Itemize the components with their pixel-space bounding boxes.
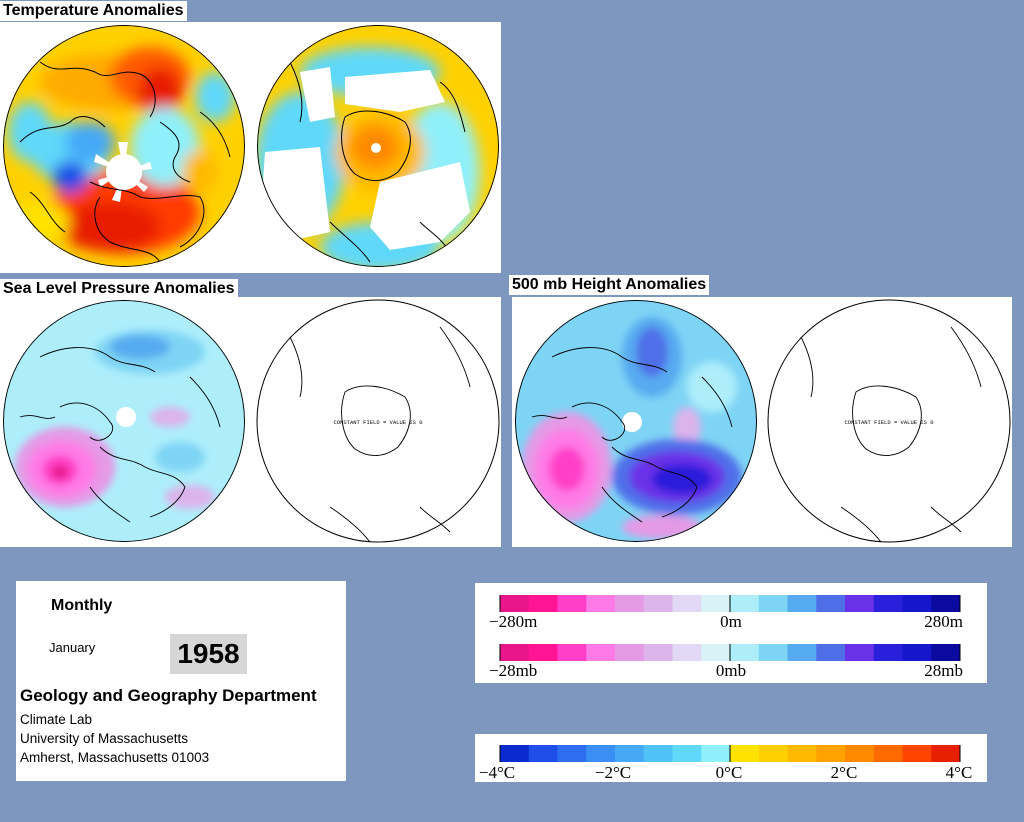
temperature-colorbar-swatch — [615, 745, 645, 762]
pressure-colorbar — [499, 644, 961, 661]
pressure-colorbar-swatch — [528, 644, 558, 661]
pressure-colorbar-swatch — [730, 644, 760, 661]
temperature-label-plus4: 4°C — [946, 763, 973, 782]
pressure-colorbar-swatch — [500, 644, 530, 661]
sea-level-pressure-title: Sea Level Pressure Anomalies — [0, 279, 238, 299]
temperature-colorbar-swatch — [931, 745, 961, 762]
info-box: Monthly January 1958 Geology and Geograp… — [16, 581, 346, 781]
temperature-maps-panel — [0, 22, 501, 273]
height-colorbar-swatch — [931, 595, 961, 612]
height-colorbar-swatch — [873, 595, 903, 612]
slp-northern-hemisphere-map — [3, 300, 245, 542]
height-colorbar-swatch — [528, 595, 558, 612]
height-pressure-legend: −280m 0m 280m −28mb 0mb 28mb — [475, 583, 987, 683]
temperature-label-minus2: −2°C — [595, 763, 631, 782]
pressure-colorbar-swatch — [902, 644, 932, 661]
height-label-max: 280m — [924, 612, 963, 631]
temperature-colorbar-swatch — [586, 745, 616, 762]
height-colorbar-swatch — [615, 595, 645, 612]
pressure-colorbar-swatch — [845, 644, 875, 661]
year-label: 1958 — [170, 634, 247, 674]
height-anomalies-title: 500 mb Height Anomalies — [509, 275, 710, 295]
height-colorbar-swatch — [672, 595, 702, 612]
temperature-label-minus4: −4°C — [479, 763, 515, 782]
height-constant-field-label: CONSTANT FIELD = VALUE IS 0 — [844, 419, 933, 426]
pressure-colorbar-swatch — [758, 644, 788, 661]
slp-southern-hemisphere-map: CONSTANT FIELD = VALUE IS 0 — [256, 299, 500, 543]
address-line: Amherst, Massachusetts 01003 — [20, 750, 210, 765]
height-colorbar-swatch — [557, 595, 587, 612]
pressure-colorbar-swatch — [557, 644, 587, 661]
sea-level-pressure-maps-panel: CONSTANT FIELD = VALUE IS 0 — [0, 297, 501, 547]
slp-constant-field-label: CONSTANT FIELD = VALUE IS 0 — [333, 419, 422, 426]
temperature-northern-hemisphere-map — [3, 25, 245, 267]
temperature-colorbar-swatch — [528, 745, 558, 762]
pressure-colorbar-swatch — [787, 644, 817, 661]
pressure-colorbar-swatch — [701, 644, 731, 661]
pressure-colorbar-swatch — [643, 644, 673, 661]
temperature-colorbar-swatch — [902, 745, 932, 762]
university-name: University of Massachusetts — [20, 731, 189, 746]
height-colorbar-swatch — [758, 595, 788, 612]
height-colorbar-swatch — [902, 595, 932, 612]
temperature-colorbar-swatch — [643, 745, 673, 762]
temperature-colorbar-swatch — [787, 745, 817, 762]
height-colorbar-swatch — [816, 595, 846, 612]
temperature-colorbar-swatch — [758, 745, 788, 762]
height-label-zero: 0m — [720, 612, 742, 631]
pressure-colorbar-swatch — [873, 644, 903, 661]
height-label-min: −280m — [489, 612, 537, 631]
temperature-label-zero: 0°C — [716, 763, 743, 782]
pressure-label-zero: 0mb — [716, 661, 746, 680]
temperature-colorbar-swatch — [816, 745, 846, 762]
height-colorbar-swatch — [787, 595, 817, 612]
height-colorbar-swatch — [701, 595, 731, 612]
temperature-legend: −4°C −2°C 0°C 2°C 4°C — [475, 734, 987, 782]
period-label: Monthly — [51, 597, 113, 614]
height-colorbar-swatch — [845, 595, 875, 612]
height-southern-hemisphere-map: CONSTANT FIELD = VALUE IS 0 — [767, 299, 1011, 543]
height-colorbar — [499, 595, 961, 612]
temperature-anomalies-title: Temperature Anomalies — [0, 1, 187, 21]
temperature-southern-hemisphere-map — [257, 25, 499, 267]
temperature-label-plus2: 2°C — [831, 763, 858, 782]
temperature-colorbar-swatch — [873, 745, 903, 762]
height-northern-hemisphere-map — [515, 300, 757, 542]
temperature-colorbar-swatch — [500, 745, 530, 762]
temperature-colorbar-swatch — [730, 745, 760, 762]
pressure-label-max: 28mb — [924, 661, 963, 680]
pressure-label-min: −28mb — [489, 661, 537, 680]
height-colorbar-swatch — [730, 595, 760, 612]
height-colorbar-swatch — [586, 595, 616, 612]
pressure-colorbar-swatch — [816, 644, 846, 661]
temperature-colorbar-swatch — [672, 745, 702, 762]
month-label: January — [49, 640, 96, 655]
pressure-colorbar-swatch — [672, 644, 702, 661]
temperature-colorbar-swatch — [557, 745, 587, 762]
department-name: Geology and Geography Department — [20, 686, 317, 705]
temperature-colorbar-swatch — [845, 745, 875, 762]
height-maps-panel: CONSTANT FIELD = VALUE IS 0 — [512, 297, 1012, 547]
pressure-colorbar-swatch — [931, 644, 961, 661]
height-colorbar-swatch — [643, 595, 673, 612]
lab-name: Climate Lab — [20, 712, 93, 727]
temperature-colorbar — [499, 745, 961, 762]
height-colorbar-swatch — [500, 595, 530, 612]
temperature-colorbar-swatch — [701, 745, 731, 762]
pressure-colorbar-swatch — [586, 644, 616, 661]
pressure-colorbar-swatch — [615, 644, 645, 661]
